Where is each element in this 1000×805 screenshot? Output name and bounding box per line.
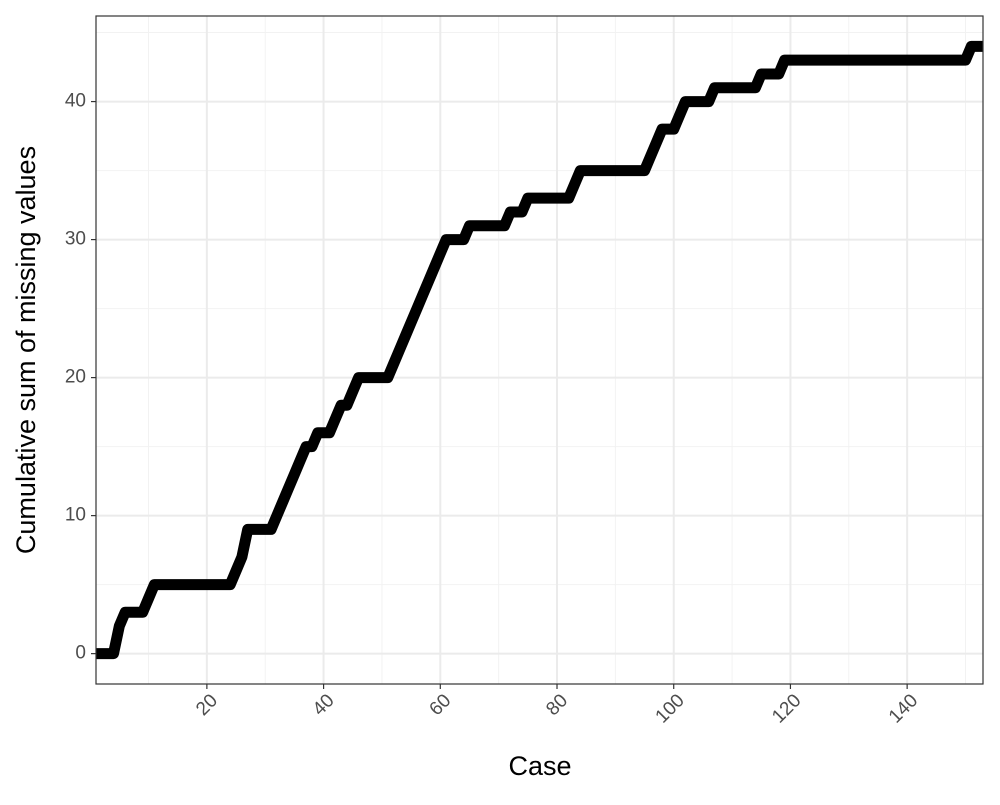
y-axis-title: Cumulative sum of missing values	[11, 146, 41, 554]
data-line	[96, 40, 983, 660]
y-tick-label: 10	[65, 505, 86, 526]
y-tick-label: 0	[75, 643, 86, 664]
y-tick-label: 30	[65, 229, 86, 250]
x-axis-title: Case	[508, 751, 571, 781]
panel-border	[95, 15, 984, 685]
y-tick-label: 20	[65, 367, 86, 388]
y-tick-label: 40	[65, 91, 86, 112]
